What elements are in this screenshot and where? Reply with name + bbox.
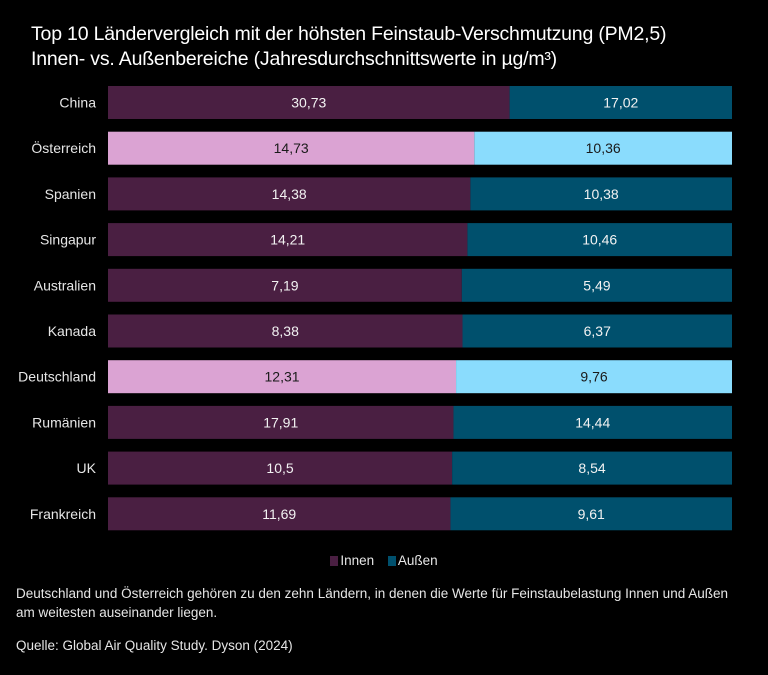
category-label-kanada: Kanada [48,323,96,339]
value-label-innen-deutschland: 12,31 [265,369,300,385]
value-label-innen-osterreich: 14,73 [274,140,309,156]
legend: Innen Außen [0,553,768,569]
bar-aussen-australien [461,268,732,302]
value-label-innen-china: 30,73 [291,95,326,111]
category-label-singapur: Singapur [40,232,96,248]
value-label-innen-rumanien: 17,91 [263,414,298,430]
bar-aussen-uk [452,451,732,485]
bar-innen-kanada [108,314,463,348]
bar-innen-frankreich [108,497,451,531]
bar-innen-rumanien [108,405,454,439]
category-label-rumanien: Rumänien [32,414,96,430]
value-label-aussen-uk: 8,54 [578,460,605,476]
footnote: Deutschland und Österreich gehören zu de… [16,586,728,620]
value-label-aussen-rumanien: 14,44 [575,414,610,430]
value-label-aussen-deutschland: 9,76 [580,369,607,385]
value-label-innen-spanien: 14,38 [272,186,307,202]
legend-label-innen: Innen [340,553,375,568]
category-label-osterreich: Österreich [31,139,96,156]
legend-label-aussen: Außen [397,553,438,568]
bar-innen-australien [108,268,462,302]
category-label-frankreich: Frankreich [30,506,96,522]
stacked-bar-chart: China 30,73 17,02 Österreich 14,73 10,36 Spani… [18,86,732,531]
bar-aussen-spanien [470,177,732,211]
value-label-aussen-kanada: 6,37 [584,323,611,339]
category-label-china: China [59,95,96,111]
value-label-aussen-australien: 5,49 [583,277,610,293]
value-label-innen-frankreich: 11,69 [262,506,296,522]
value-label-aussen-spanien: 10,38 [584,186,619,202]
legend-swatch-innen [330,555,339,566]
value-label-aussen-singapur: 10,46 [582,232,617,248]
bar-innen-deutschland [108,360,457,394]
bar-innen-uk [108,451,453,485]
source-credit: Quelle: Global Air Quality Study. Dyson … [16,638,293,653]
value-label-aussen-osterreich: 10,36 [586,140,621,156]
bar-aussen-rumanien [453,405,732,439]
legend-item-aussen: Außen [387,553,438,568]
bar-innen-china [108,86,510,119]
bar-aussen-deutschland [456,360,732,394]
bar-aussen-kanada [462,314,732,348]
value-label-innen-uk: 10,5 [266,460,293,476]
category-label-australien: Australien [34,277,96,293]
bar-aussen-china [509,86,732,119]
chart-title: Top 10 Ländervergleich mit der höhsten F… [31,22,666,72]
value-label-innen-singapur: 14,21 [270,232,305,248]
legend-item-innen: Innen [330,553,374,568]
bar-aussen-osterreich [474,131,732,165]
category-label-spanien: Spanien [45,186,96,202]
bar-innen-singapur [108,223,468,257]
bar-innen-spanien [108,177,471,211]
legend-swatch-aussen [387,555,396,566]
value-label-aussen-frankreich: 9,61 [578,506,605,522]
category-label-deutschland: Deutschland [18,369,96,385]
value-label-aussen-china: 17,02 [603,95,638,111]
title-line-2: Innen- vs. Außenbereiche (Jahresdurchsch… [31,48,557,70]
title-line-1: Top 10 Ländervergleich mit der höhsten F… [31,23,667,45]
value-label-innen-australien: 7,19 [271,277,298,293]
bar-innen-osterreich [108,131,475,165]
bar-aussen-singapur [467,223,732,257]
category-label-uk: UK [77,460,97,476]
value-label-innen-kanada: 8,38 [272,323,299,339]
bar-aussen-frankreich [450,497,732,531]
